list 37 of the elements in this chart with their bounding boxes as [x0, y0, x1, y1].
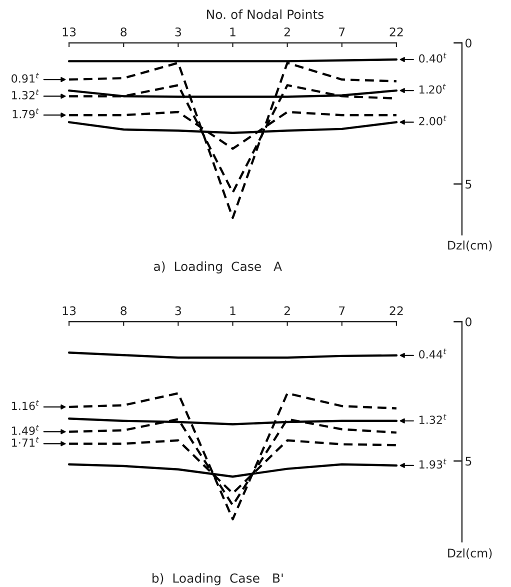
legend-label: 1.20$^{t}$ [420, 84, 446, 94]
legend-label: 1.93$^{t}$ [420, 458, 446, 469]
x-tick-label: 8 [120, 27, 127, 36]
x-tick-label: 7 [339, 28, 345, 36]
text: a) Loading Case A [154, 261, 282, 274]
legend-label: 0.44$^{t}$ [419, 348, 446, 359]
x-tick-label: 13 [62, 27, 76, 36]
legend-label: 0.40$^{t}$ [419, 52, 446, 63]
x-axis-title: No. of Nodal Points [207, 9, 324, 20]
text: 0.91$^{t}$ [12, 72, 39, 83]
y-axis-title: Dzl(cm) [448, 548, 492, 559]
x-tick-label: 2 [284, 27, 290, 36]
x-tick-label: 22 [390, 306, 403, 316]
text: 1.79$^{t}$ [12, 108, 39, 118]
y-tick-label: 0 [466, 317, 472, 326]
legend-label: 2.00$^{t}$ [419, 115, 446, 126]
y-tick-label: 5 [466, 180, 472, 189]
text: 1.49$^{t}$ [12, 425, 39, 435]
y-tick-label: 5 [466, 456, 472, 466]
x-tick-label: 8 [120, 306, 127, 316]
x-tick-label: 13 [62, 306, 76, 316]
legend-label: 1.32$^{t}$ [420, 414, 446, 424]
x-tick-label: 1 [230, 28, 236, 36]
text: 1.16$^{t}$ [12, 400, 39, 410]
text: 1.32$^{t}$ [12, 89, 39, 100]
x-tick-label: 7 [339, 306, 345, 316]
x-tick-label: 3 [175, 306, 181, 316]
x-tick-label: 1 [230, 306, 236, 316]
x-tick-label: 3 [175, 27, 181, 36]
y-tick-label: 0 [466, 38, 472, 48]
text: b) Loading Case B' [152, 573, 283, 586]
x-tick-label: 22 [390, 27, 403, 36]
line-series [68, 392, 398, 520]
y-axis-title: Dzl(cm) [448, 240, 492, 252]
line-series [68, 62, 398, 219]
text: 1·71$^{t}$ [12, 437, 39, 447]
x-tick-label: 2 [284, 306, 290, 316]
